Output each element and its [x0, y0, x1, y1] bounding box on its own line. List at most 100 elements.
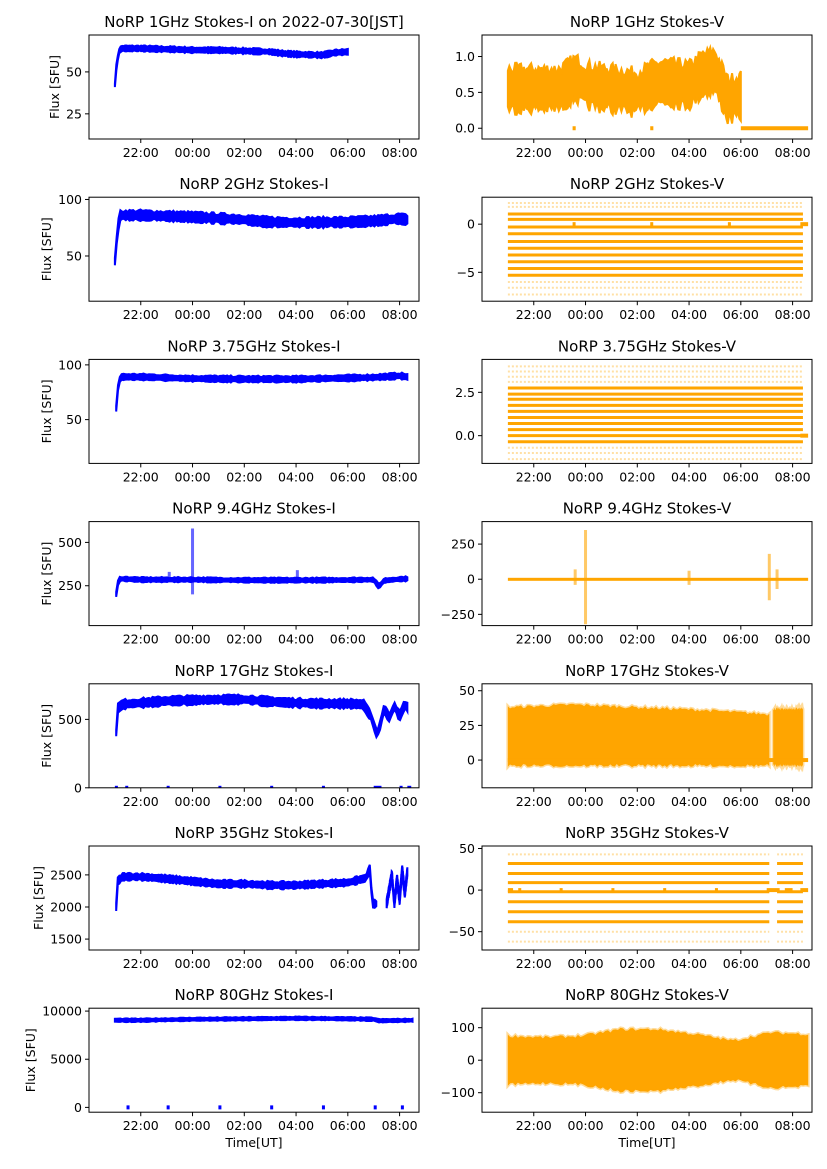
series-zero-fill	[126, 1105, 404, 1110]
x-tick-label: 08:00	[775, 956, 811, 971]
x-tick-label: 00:00	[175, 469, 211, 484]
x-tick-label: 02:00	[619, 307, 655, 322]
data-zero-segment	[321, 1105, 325, 1110]
y-tick-label: −5	[457, 265, 475, 280]
data-zero-segment	[714, 888, 718, 893]
y-tick-label: 1.0	[455, 49, 475, 64]
x-tick-label: 22:00	[123, 794, 159, 809]
data-zero-segment	[740, 126, 809, 131]
axes-frame	[481, 34, 813, 140]
data-zero-segment	[572, 222, 576, 227]
y-tick-label: 0	[467, 572, 475, 587]
x-tick-label: 00:00	[175, 307, 211, 322]
plot-area	[506, 1026, 810, 1095]
axes-frame	[88, 1007, 420, 1113]
x-tick-label: 08:00	[382, 469, 418, 484]
plot-area	[507, 853, 809, 943]
plot-area	[113, 208, 409, 266]
x-tick-label: 08:00	[775, 794, 811, 809]
subplot-2ghz-i: 22:00 00:00 02:00 04:00 06:00 08:00 50 100 NoRP …	[39, 175, 420, 322]
x-tick-label: 06:00	[330, 794, 366, 809]
x-tick-label: 22:00	[123, 469, 159, 484]
axes-frame	[88, 196, 420, 302]
data-zero-segment	[663, 888, 667, 893]
x-tick-label: 00:00	[568, 145, 604, 160]
subplot-title: NoRP 2GHz Stokes-I	[179, 175, 328, 193]
plot-area	[506, 43, 809, 131]
x-tick-label: 06:00	[723, 632, 759, 647]
y-tick-label: 50	[459, 683, 475, 698]
series-stokes-v	[506, 701, 809, 773]
data-zero-segment	[218, 1105, 222, 1110]
y-tick-label: 500	[58, 535, 82, 550]
y-tick-label: −100	[441, 1085, 475, 1100]
x-tick-label: 04:00	[671, 307, 707, 322]
axes-frame	[88, 34, 420, 140]
x-tick-label: 06:00	[330, 469, 366, 484]
x-tick-label: 08:00	[382, 632, 418, 647]
data-zero-segment	[572, 126, 576, 131]
data-zero-segment	[399, 785, 403, 788]
x-tick-label: 02:00	[226, 145, 262, 160]
series-stokes-i	[115, 528, 409, 598]
subplot-80ghz-i: 22:00 00:00 02:00 04:00 06:00 08:00 0 5000 10000…	[23, 986, 420, 1150]
y-axis-label: Flux [SFU]	[39, 704, 54, 768]
data-zero-segment	[166, 785, 170, 788]
y-tick-label: 50	[66, 64, 82, 79]
axes-frame	[481, 521, 813, 627]
y-tick-label: 10000	[42, 1004, 82, 1019]
x-tick-label: 02:00	[226, 307, 262, 322]
x-tick-label: 02:00	[619, 956, 655, 971]
data-zero-segment	[407, 785, 412, 788]
x-tick-label: 04:00	[671, 145, 707, 160]
x-tick-label: 02:00	[619, 632, 655, 647]
series-stokes-v	[506, 43, 742, 125]
plot-area	[507, 365, 809, 461]
y-tick-label: 250	[451, 537, 475, 552]
y-tick-label: 0	[74, 780, 82, 795]
subplot-title: NoRP 9.4GHz Stokes-V	[563, 500, 732, 518]
data-zero-segment	[800, 433, 809, 438]
x-tick-label: 08:00	[382, 307, 418, 322]
axes-frame	[88, 521, 420, 627]
y-tick-label: 50	[66, 412, 82, 427]
x-tick-label: 04:00	[278, 307, 314, 322]
x-tick-label: 08:00	[775, 145, 811, 160]
series-stokes-i	[113, 44, 349, 88]
series-stokes-v	[506, 1026, 810, 1095]
plot-area	[507, 530, 809, 625]
data-zero-segment	[125, 785, 129, 788]
y-tick-label: 2500	[50, 867, 82, 882]
x-tick-label: 02:00	[226, 469, 262, 484]
y-tick-label: 0	[467, 217, 475, 232]
series-zero-fill	[572, 222, 809, 227]
subplot-title: NoRP 1GHz Stokes-V	[570, 13, 725, 31]
x-tick-label: 00:00	[175, 1118, 211, 1133]
data-zero-segment	[507, 758, 809, 763]
x-tick-label: 22:00	[516, 469, 552, 484]
y-axis-label: Flux [SFU]	[39, 542, 54, 606]
x-tick-label: 04:00	[278, 1118, 314, 1133]
subplot-2ghz-v: 22:00 00:00 02:00 04:00 06:00 08:00 −5 0 NoRP 2G…	[457, 175, 813, 322]
x-tick-label: 02:00	[226, 794, 262, 809]
y-tick-label: 0	[74, 1100, 82, 1115]
x-tick-label: 22:00	[516, 956, 552, 971]
data-block	[506, 1026, 810, 1095]
x-tick-label: 06:00	[723, 307, 759, 322]
x-tick-label: 08:00	[382, 145, 418, 160]
x-tick-label: 08:00	[382, 1118, 418, 1133]
x-tick-label: 04:00	[671, 1118, 707, 1133]
data-zero-segment	[650, 126, 654, 131]
x-tick-label: 08:00	[775, 307, 811, 322]
x-tick-label: 00:00	[568, 956, 604, 971]
x-tick-label: 02:00	[619, 469, 655, 484]
x-tick-label: 06:00	[330, 145, 366, 160]
y-tick-label: 50	[66, 248, 82, 263]
plot-area	[506, 701, 809, 773]
subplot-17ghz-i: 22:00 00:00 02:00 04:00 06:00 08:00 0 500 NoRP 1…	[39, 662, 420, 809]
x-tick-label: 22:00	[516, 307, 552, 322]
y-tick-label: 500	[58, 712, 82, 727]
x-tick-label: 04:00	[278, 145, 314, 160]
axes-frame	[88, 845, 420, 951]
